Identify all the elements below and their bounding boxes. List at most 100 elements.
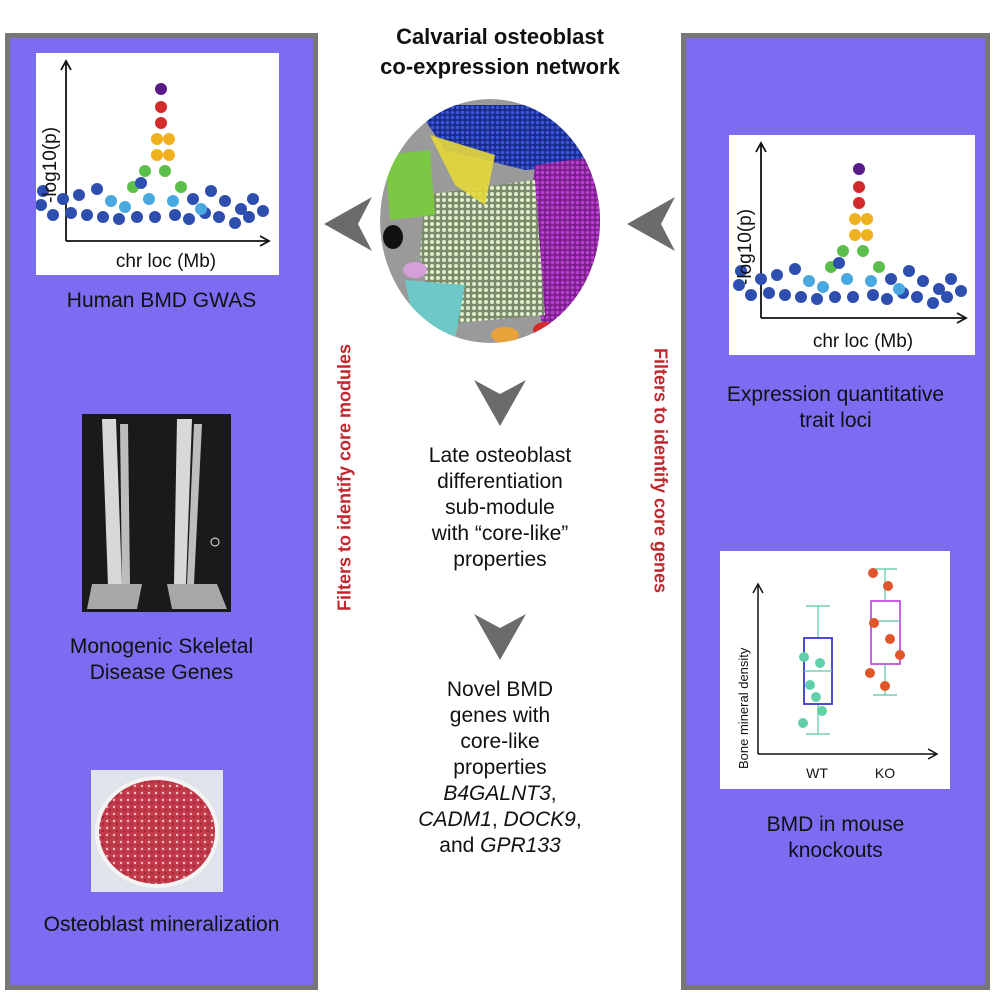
plot-point [745,289,757,301]
plot-point [903,265,915,277]
knockout-label-line: BMD in mouse [766,813,905,836]
plot-point [57,193,69,205]
plot-point [853,163,865,175]
plot-point [195,203,207,215]
plot-point [917,275,929,287]
eqtl-x-label: chr loc (Mb) [813,331,913,352]
knockout-label: BMD in mouse knockouts [686,812,985,864]
plot-point [219,195,231,207]
plot-point [853,197,865,209]
plot-point [733,279,745,291]
plot-point [955,285,967,297]
plot-point [37,185,49,197]
plot-point [881,293,893,305]
plot-point [811,293,823,305]
plot-point [155,117,167,129]
plot-point [841,273,853,285]
plot-point [911,291,923,303]
plot-point [139,165,151,177]
gwas-y-label: -log10(p) [40,127,61,203]
plot-point [257,205,269,217]
knockout-label-line: knockouts [788,839,883,862]
plot-point [119,201,131,213]
plot-point [73,189,85,201]
knockout-boxplot-card: Bone mineral density WT KO [720,551,950,789]
gwas-plot-card: -log10(p) chr loc (Mb) [35,53,279,275]
disease-label-line: Disease Genes [89,661,234,684]
step1-line: properties [453,548,547,571]
mineralization-dish-image [91,770,223,892]
arrow-left-icon [627,197,675,251]
eqtl-y-label: -log10(p) [735,209,756,285]
plot-point [91,183,103,195]
filter-genes-label: Filters to identify core genes [650,347,671,594]
step1-line: sub-module [445,496,555,519]
plot-point [789,263,801,275]
plot-point [927,297,939,309]
plot-point [867,289,879,301]
eqtl-label: Expression quantitative trait loci [686,382,985,434]
plot-point [175,181,187,193]
plot-point [167,195,179,207]
title-line-2: co-expression network [380,54,620,79]
plot-point [151,133,163,145]
eqtl-plot-card: -log10(p) chr loc (Mb) [729,135,975,355]
step1-text: Late osteoblast differentiation sub-modu… [370,443,630,573]
plot-point [149,211,161,223]
knockout-boxplot: Bone mineral density WT KO [736,568,939,781]
plot-point [183,213,195,225]
gwas-x-label: chr loc (Mb) [116,251,216,272]
plot-point [771,269,783,281]
plot-point [169,209,181,221]
gene-dock9: DOCK9 [503,808,576,831]
plot-point [47,209,59,221]
plot-point [803,275,815,287]
plot-point [35,199,47,211]
co-expression-network [380,99,600,343]
arrow-left-icon [324,197,372,251]
plot-point [65,207,77,219]
plot-point [755,273,767,285]
plot-point [873,261,885,273]
eqtl-label-line: trait loci [799,409,872,432]
plot-point [143,193,155,205]
plot-point [829,291,841,303]
plot-point [735,265,747,277]
box-cat-ko: KO [875,765,895,781]
comma: , [550,782,557,805]
plot-point [849,229,861,241]
plot-point [933,283,945,295]
xray-image [82,414,231,612]
plot-point [885,273,897,285]
plot-point [763,287,775,299]
step2-line: properties [453,756,547,779]
plot-point [861,229,873,241]
plot-point [861,213,873,225]
plot-point [945,273,957,285]
step2-line: genes with [449,704,551,727]
gene-cadm1: CADM1 [418,808,492,831]
mineralization-label: Osteoblast mineralization [43,913,280,936]
step1-line: with “core-like” [431,522,569,545]
plot-point [849,213,861,225]
plot-point [865,275,877,287]
and-word: and [439,834,475,857]
plot-point [205,185,217,197]
filter-modules-label: Filters to identify core modules [334,343,355,612]
plot-point [113,213,125,225]
plot-point [163,149,175,161]
plot-point [155,101,167,113]
plot-point [151,149,163,161]
plot-point [81,209,93,221]
gene-line-2: CADM1, DOCK9, [370,807,630,833]
plot-point [187,193,199,205]
plot-point [105,195,117,207]
arrow-down-icon [474,380,526,426]
step2-text: Novel BMD genes with core-like propertie… [370,677,630,859]
step2-line: core-like [460,730,540,753]
gene-gpr133: GPR133 [480,834,561,857]
plot-point [163,133,175,145]
box-cat-wt: WT [806,765,828,781]
plot-point [247,193,259,205]
disease-label-line: Monogenic Skeletal [69,635,254,658]
